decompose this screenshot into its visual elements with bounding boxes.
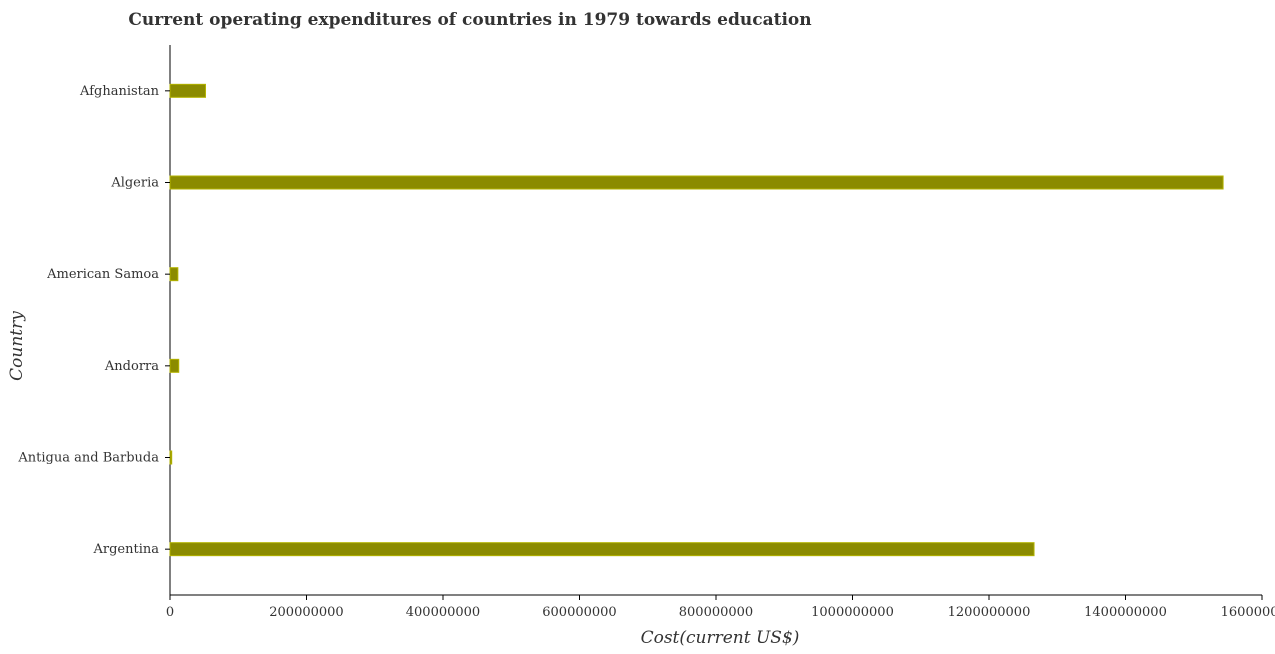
y-tick-label: American Samoa bbox=[46, 267, 159, 282]
bar-algeria bbox=[169, 175, 1224, 190]
x-tick-label: 600000000 bbox=[542, 605, 616, 620]
bars-group bbox=[169, 83, 1224, 557]
y-tick-label: Afghanistan bbox=[79, 84, 160, 99]
x-tick-label: 1600000000 bbox=[1221, 605, 1275, 620]
y-tick-label: Antigua and Barbuda bbox=[17, 451, 159, 466]
x-tick-label: 800000000 bbox=[679, 605, 753, 620]
y-tick-label: Andorra bbox=[104, 359, 159, 374]
x-tick-label: 200000000 bbox=[269, 605, 343, 620]
y-ticks-group: Afghanistan Algeria American Samoa Andorra A… bbox=[17, 84, 170, 557]
plot-area: Afghanistan Algeria American Samoa Andorra A… bbox=[17, 45, 1275, 620]
bar-american-samoa bbox=[169, 267, 179, 282]
y-tick-label: Algeria bbox=[110, 176, 159, 191]
bar-andorra bbox=[169, 358, 180, 373]
x-tick-label: 400000000 bbox=[406, 605, 480, 620]
bar-antigua-and-barbuda bbox=[169, 450, 173, 465]
bar-argentina bbox=[169, 542, 1035, 557]
x-ticks-group: 0 200000000 400000000 600000000 800000000 100… bbox=[166, 595, 1275, 620]
chart-title: Current operating expenditures of countr… bbox=[128, 10, 811, 30]
x-axis-label: Cost(current US$) bbox=[641, 628, 800, 648]
x-tick-label: 1400000000 bbox=[1084, 605, 1167, 620]
x-tick-label: 1000000000 bbox=[811, 605, 894, 620]
y-axis-label: Country bbox=[7, 311, 27, 381]
y-tick-label: Argentina bbox=[93, 542, 160, 557]
x-tick-label: 0 bbox=[166, 605, 174, 620]
bar-afghanistan bbox=[169, 83, 206, 98]
x-tick-label: 1200000000 bbox=[948, 605, 1031, 620]
